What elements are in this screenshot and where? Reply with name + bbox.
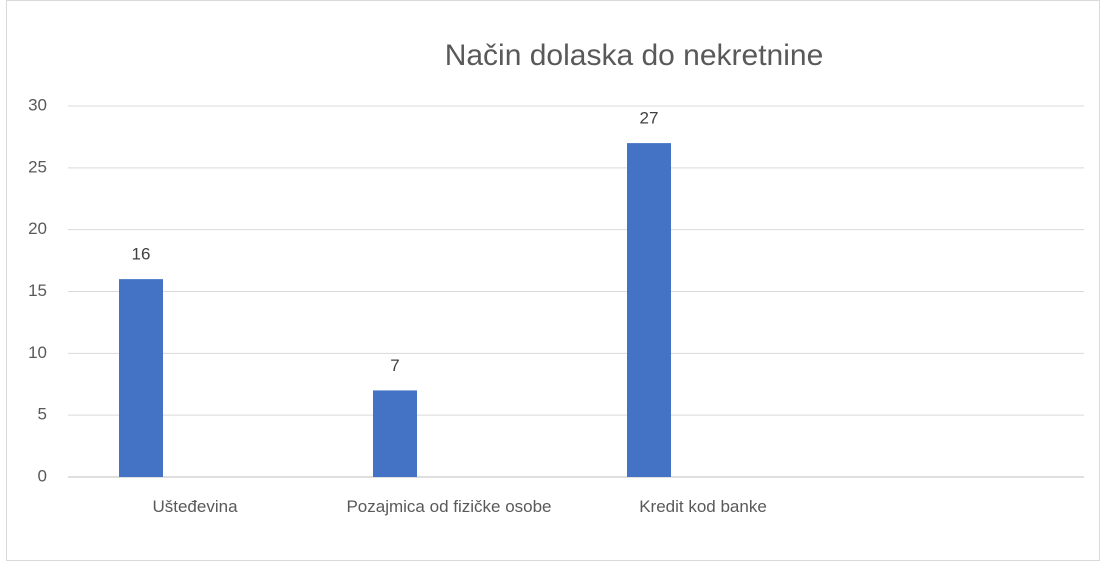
chart-title: Način dolaska do nekretnine	[445, 39, 824, 72]
data-label: 7	[390, 356, 399, 375]
y-tick-label: 30	[28, 95, 47, 114]
data-label: 27	[640, 109, 659, 128]
x-tick-label: Kredit kod banke	[639, 497, 767, 516]
y-tick-label: 5	[38, 405, 47, 424]
chart-border	[6, 0, 1100, 561]
bar	[627, 143, 671, 477]
bar	[373, 390, 417, 477]
y-tick-label: 10	[28, 343, 47, 362]
y-tick-label: 25	[28, 157, 47, 176]
data-label: 16	[132, 245, 151, 264]
y-tick-label: 15	[28, 281, 47, 300]
y-tick-label: 0	[38, 466, 47, 485]
y-tick-label: 20	[28, 219, 47, 238]
x-tick-label: Uštеđevina	[152, 497, 238, 516]
bar	[119, 279, 163, 477]
x-tick-label: Pozajmica od fizičke osobe	[346, 497, 552, 516]
